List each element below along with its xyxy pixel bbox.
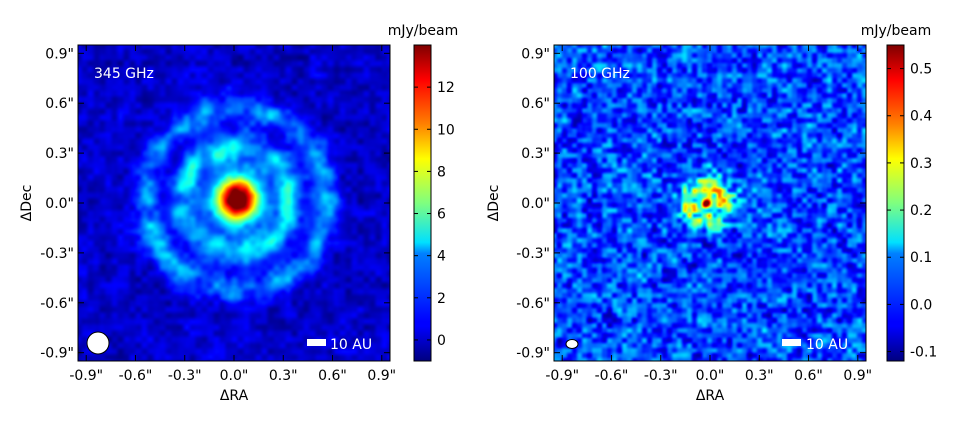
frequency-label: 345 GHz xyxy=(94,66,154,82)
colorbar-tick-label: 0.5 xyxy=(910,62,932,78)
y-axis-label: ΔDec xyxy=(19,185,35,222)
y-tick-label: 0.3" xyxy=(45,146,74,162)
colorbar-unit: mJy/beam xyxy=(861,23,932,39)
y-tick-label: -0.6" xyxy=(40,296,74,312)
y-tick-label: -0.3" xyxy=(516,246,550,262)
x-tick-label: -0.6" xyxy=(119,368,153,384)
x-tick-label: -0.9" xyxy=(69,368,103,384)
colorbar-tick-label: 12 xyxy=(437,80,455,96)
scale-bar xyxy=(307,339,326,346)
x-tick-label: -0.3" xyxy=(168,368,202,384)
x-tick-label: -0.9" xyxy=(545,368,579,384)
scale-bar-label: 10 AU xyxy=(330,337,372,353)
x-tick-label: 0.9" xyxy=(367,368,396,384)
colorbar-tick-label: 10 xyxy=(437,122,455,138)
scale-bar-label: 10 AU xyxy=(806,337,848,353)
y-tick-label: -0.6" xyxy=(516,296,550,312)
x-tick-label: -0.3" xyxy=(644,368,678,384)
colorbar xyxy=(886,44,905,362)
colorbar xyxy=(413,44,432,362)
panel-345ghz: 10 AU 345 GHz -0.9" -0.6" -0.3" 0.0" 0.3" 0.6… xyxy=(19,23,458,404)
heatmap-100ghz xyxy=(554,45,866,361)
y-tick-label: 0.9" xyxy=(45,46,74,62)
colorbar-tick-label: 8 xyxy=(437,164,446,180)
colorbar-tick-label: 0.2 xyxy=(910,203,932,219)
colorbar-tick-label: 0.4 xyxy=(910,109,932,125)
heatmap-345ghz xyxy=(78,45,390,361)
x-tick-label: 0.3" xyxy=(745,368,774,384)
colorbar-tick-label: 4 xyxy=(437,249,446,265)
colorbar-tick-label: 2 xyxy=(437,291,446,307)
colorbar-tick-label: 0.0 xyxy=(910,297,932,313)
y-tick-label: 0.9" xyxy=(521,46,550,62)
y-tick-label: -0.3" xyxy=(40,246,74,262)
x-axis-label: ΔRA xyxy=(220,388,249,404)
axis-ticks: -0.9" -0.6" -0.3" 0.0" 0.3" 0.6" 0.9" 0.9" 0.6" 0… xyxy=(40,45,396,384)
y-tick-label: 0.0" xyxy=(521,196,550,212)
beam-marker xyxy=(86,331,110,355)
colorbar-ticks: 12 10 8 6 4 2 0 xyxy=(414,80,455,349)
x-tick-label: 0.9" xyxy=(843,368,872,384)
x-tick-label: 0.6" xyxy=(794,368,823,384)
colorbar-tick-label: 0.1 xyxy=(910,250,932,266)
colorbar-tick-label: -0.1 xyxy=(910,345,937,361)
colorbar-tick-label: 6 xyxy=(437,207,446,223)
y-tick-label: 0.6" xyxy=(45,96,74,112)
frequency-label: 100 GHz xyxy=(570,66,630,82)
colorbar-ticks: 0.5 0.4 0.3 0.2 0.1 0.0 -0.1 xyxy=(887,62,937,361)
y-tick-label: 0.3" xyxy=(521,146,550,162)
x-axis-label: ΔRA xyxy=(696,388,725,404)
x-tick-label: 0.0" xyxy=(220,368,249,384)
y-tick-label: -0.9" xyxy=(516,346,550,362)
panel-100ghz: 10 AU 100 GHz -0.9" -0.6" -0.3" 0.0" 0.3" 0.6… xyxy=(486,23,937,404)
y-tick-label: 0.6" xyxy=(521,96,550,112)
axis-ticks: -0.9" -0.6" -0.3" 0.0" 0.3" 0.6" 0.9" 0.9" 0.6" 0… xyxy=(516,45,872,384)
y-axis-label: ΔDec xyxy=(486,185,502,222)
beam-marker xyxy=(565,339,579,349)
y-tick-label: -0.9" xyxy=(40,346,74,362)
colorbar-unit: mJy/beam xyxy=(388,23,459,39)
x-tick-label: 0.0" xyxy=(696,368,725,384)
x-tick-label: 0.3" xyxy=(269,368,298,384)
colorbar-tick-label: 0 xyxy=(437,333,446,349)
scale-bar xyxy=(782,339,801,346)
colorbar-tick-label: 0.3 xyxy=(910,156,932,172)
x-tick-label: -0.6" xyxy=(595,368,629,384)
x-tick-label: 0.6" xyxy=(318,368,347,384)
y-tick-label: 0.0" xyxy=(45,196,74,212)
